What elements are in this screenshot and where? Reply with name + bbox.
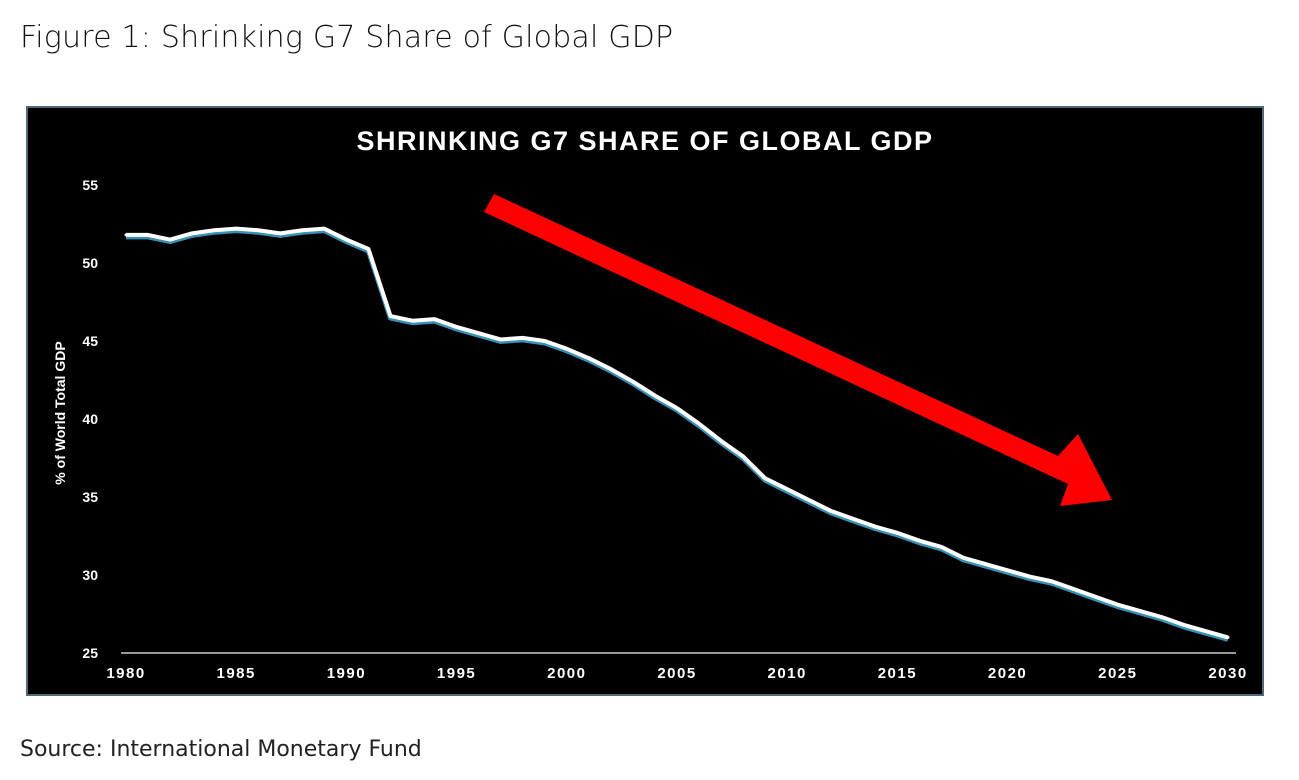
data-point-1987 (278, 231, 282, 235)
data-point-2014 (873, 525, 877, 529)
chart-title: SHRINKING G7 SHARE OF GLOBAL GDP (356, 126, 933, 156)
data-point-2006 (697, 422, 701, 426)
data-point-2023 (1072, 587, 1076, 591)
figure-title: Figure 1: Shrinking G7 Share of Global G… (20, 20, 674, 55)
x-tick-label: 2000 (547, 665, 586, 682)
data-point-1999 (543, 339, 547, 343)
x-tick-label: 1990 (327, 665, 366, 682)
data-point-1980 (124, 233, 128, 237)
chart-svg: SHRINKING G7 SHARE OF GLOBAL GDP % of Wo… (52, 126, 1247, 682)
data-point-1984 (212, 228, 216, 232)
data-point-2020 (1006, 568, 1010, 572)
data-point-2017 (939, 545, 943, 549)
data-point-1983 (190, 231, 194, 235)
x-tick-label: 2030 (1208, 665, 1247, 682)
data-point-2016 (917, 539, 921, 543)
y-tick-label: 45 (82, 333, 98, 349)
y-tick-label: 50 (82, 255, 98, 271)
data-point-1994 (433, 317, 437, 321)
data-point-1986 (256, 228, 260, 232)
y-tick-label: 55 (82, 177, 98, 193)
y-tick-label: 40 (82, 411, 98, 427)
data-point-2030 (1226, 635, 1230, 639)
data-point-2005 (675, 406, 679, 410)
data-point-2013 (851, 517, 855, 521)
data-point-2008 (741, 454, 745, 458)
x-tick-label: 2015 (878, 665, 917, 682)
data-point-1996 (477, 331, 481, 335)
x-tick-label: 1985 (217, 665, 256, 682)
data-point-2019 (984, 562, 988, 566)
x-tick-label: 2020 (988, 665, 1027, 682)
data-point-1990 (344, 238, 348, 242)
y-tick-label: 35 (82, 489, 98, 505)
data-point-2026 (1138, 609, 1142, 613)
data-point-2027 (1160, 615, 1164, 619)
x-tick-label: 2005 (657, 665, 696, 682)
data-point-2029 (1204, 629, 1208, 633)
data-point-1998 (521, 336, 525, 340)
x-tick-label: 1980 (106, 665, 145, 682)
y-tick-label: 25 (82, 645, 98, 661)
data-point-1982 (168, 238, 172, 242)
data-point-2003 (631, 380, 635, 384)
data-point-1988 (300, 228, 304, 232)
x-tick-label: 2025 (1098, 665, 1137, 682)
data-point-2011 (807, 498, 811, 502)
data-point-1981 (146, 233, 150, 237)
data-point-2001 (587, 356, 591, 360)
data-point-2010 (785, 487, 789, 491)
data-point-2004 (653, 394, 657, 398)
data-point-1989 (322, 227, 326, 231)
data-point-2007 (719, 439, 723, 443)
data-point-1991 (366, 247, 370, 251)
data-point-2015 (895, 531, 899, 535)
data-point-1997 (499, 337, 503, 341)
data-point-1992 (388, 314, 392, 318)
data-point-2022 (1050, 579, 1054, 583)
data-point-2028 (1182, 623, 1186, 627)
x-tick-label: 1995 (437, 665, 476, 682)
data-point-2021 (1028, 575, 1032, 579)
data-point-2012 (829, 509, 833, 513)
x-tick-label: 2010 (768, 665, 807, 682)
data-point-2009 (763, 476, 767, 480)
chart-panel: SHRINKING G7 SHARE OF GLOBAL GDP % of Wo… (26, 106, 1264, 696)
data-point-1995 (455, 325, 459, 329)
data-point-1985 (234, 227, 238, 231)
data-point-2000 (565, 347, 569, 351)
data-point-2024 (1094, 595, 1098, 599)
y-tick-label: 30 (82, 567, 98, 583)
source-note: Source: International Monetary Fund (20, 737, 422, 762)
data-point-2018 (962, 556, 966, 560)
data-point-2002 (609, 367, 613, 371)
data-point-1993 (411, 319, 415, 323)
data-point-2025 (1116, 603, 1120, 607)
trend-arrow-icon (484, 194, 1112, 506)
y-axis-label: % of World Total GDP (52, 341, 68, 484)
